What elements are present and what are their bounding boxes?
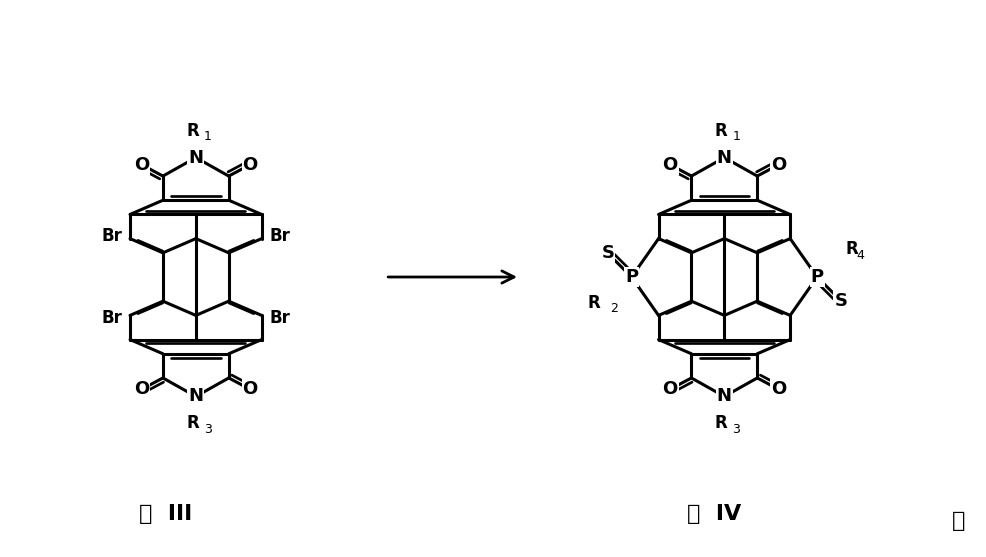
Text: Br: Br [102,227,122,245]
Text: 式  III: 式 III [139,504,192,524]
Text: 2: 2 [609,302,617,315]
Text: O: O [770,380,786,398]
Text: 式  IV: 式 IV [686,504,740,524]
Text: R: R [186,122,199,140]
Text: R: R [587,294,599,311]
Text: N: N [188,149,203,167]
Text: 1: 1 [732,130,740,143]
Text: N: N [716,388,731,405]
Text: O: O [662,156,677,174]
Text: P: P [624,268,638,286]
Text: S: S [833,292,847,310]
Text: Br: Br [269,227,290,245]
Text: O: O [662,380,677,398]
Text: N: N [716,149,731,167]
Text: 3: 3 [732,423,740,436]
Text: P: P [810,268,823,286]
Text: 3: 3 [204,423,212,436]
Text: 4: 4 [856,249,864,262]
Text: R: R [845,241,858,258]
Text: 。: 。 [951,511,964,531]
Text: O: O [243,380,257,398]
Text: 1: 1 [204,130,212,143]
Text: R: R [186,414,199,432]
Text: O: O [243,156,257,174]
Text: N: N [188,388,203,405]
Text: O: O [770,156,786,174]
Text: O: O [134,156,149,174]
Text: Br: Br [269,309,290,328]
Text: S: S [600,245,613,262]
Text: R: R [714,414,727,432]
Text: O: O [134,380,149,398]
Text: R: R [714,122,727,140]
Text: Br: Br [102,309,122,328]
